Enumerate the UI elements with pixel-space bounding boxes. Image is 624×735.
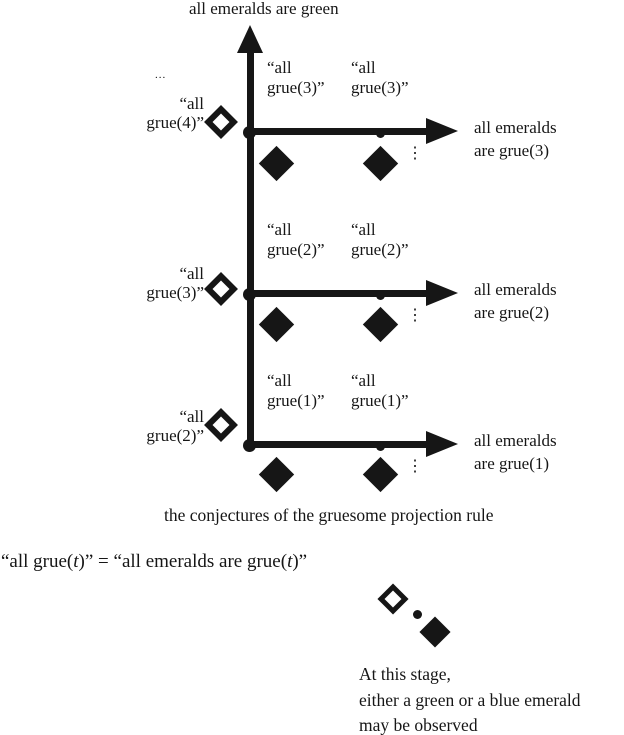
horizontal-axis-arrowhead-icon <box>426 280 458 306</box>
stage-node-dot <box>376 291 385 300</box>
left-hypothesis-label: “all grue(4)” <box>146 94 204 132</box>
legend-filled-diamond-icon <box>419 616 451 648</box>
formula-variable-t: t <box>73 551 79 572</box>
filled-diamond-icon <box>362 145 399 182</box>
formula-variable-t: t <box>287 551 293 572</box>
filled-diamond-icon <box>258 456 295 493</box>
conjecture-label: “all grue(3)” <box>351 58 409 97</box>
conjecture-label: “all grue(1)” <box>267 371 325 410</box>
legend-stage-dot <box>413 610 422 619</box>
figure-caption: the conjectures of the gruesome projecti… <box>164 505 494 525</box>
left-hypothesis-label: “all grue(2)” <box>146 407 204 445</box>
conjecture-label: “all grue(2)” <box>267 220 325 259</box>
formula-part: )” <box>292 551 308 572</box>
stage-node-dot <box>376 129 385 138</box>
filled-diamond-icon <box>362 456 399 493</box>
left-hypothesis-label: “all grue(3)” <box>146 264 204 302</box>
conjecture-label: “all grue(2)” <box>351 220 409 259</box>
horizontal-axis-label: all emeralds are grue(3) <box>474 118 557 160</box>
horizontal-axis-label: all emeralds are grue(2) <box>474 280 557 322</box>
vertical-axis-title: all emeralds are green <box>189 0 339 18</box>
horizontal-axis-line <box>250 290 428 297</box>
vertical-ellipsis: ⋮ <box>407 307 423 324</box>
origin-node-dot <box>243 439 256 452</box>
filled-diamond-icon <box>258 145 295 182</box>
formula-part: “all grue( <box>1 551 74 572</box>
horizontal-axis-arrowhead-icon <box>426 431 458 457</box>
continuation-dots: ... <box>155 69 167 81</box>
vertical-axis-line <box>247 46 254 448</box>
legend-note: At this stage, either a green or a blue … <box>359 664 581 735</box>
origin-node-dot <box>243 288 256 301</box>
filled-diamond-icon <box>258 306 295 343</box>
stage-node-dot <box>376 442 385 451</box>
conjecture-label: “all grue(1)” <box>351 371 409 410</box>
open-diamond-icon <box>204 272 238 306</box>
vertical-ellipsis: ⋮ <box>407 145 423 162</box>
vertical-ellipsis: ⋮ <box>407 458 423 475</box>
horizontal-axis-line <box>250 441 428 448</box>
horizontal-axis-arrowhead-icon <box>426 118 458 144</box>
conjecture-label: “all grue(3)” <box>267 58 325 97</box>
grue-definition-formula: “all grue(t)” = “all emeralds are grue(t… <box>1 551 307 573</box>
open-diamond-icon <box>204 105 238 139</box>
legend-open-diamond-icon <box>377 583 409 615</box>
horizontal-axis-line <box>250 128 428 135</box>
filled-diamond-icon <box>362 306 399 343</box>
horizontal-axis-label: all emeralds are grue(1) <box>474 431 557 473</box>
open-diamond-icon <box>204 408 238 442</box>
origin-node-dot <box>243 126 256 139</box>
formula-part: )” = “all emeralds are grue( <box>78 551 288 572</box>
